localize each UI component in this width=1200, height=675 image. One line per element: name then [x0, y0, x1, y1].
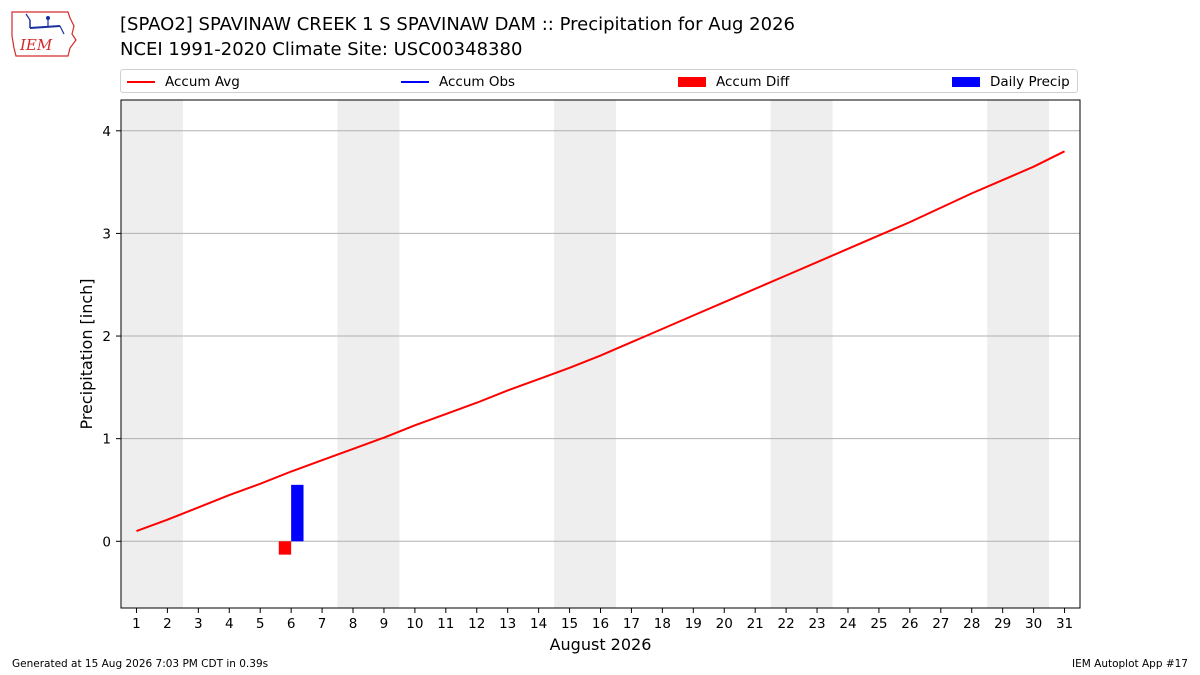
- x-tick-label: 31: [1056, 616, 1073, 632]
- y-tick-label: 4: [102, 124, 111, 140]
- x-tick-label: 16: [592, 616, 609, 632]
- x-tick-label: 14: [530, 616, 547, 632]
- iowa-map-weather-station-icon: IEM: [11, 11, 77, 57]
- bar-accum-diff: [278, 541, 292, 555]
- iem-logo: IEM: [8, 6, 82, 60]
- x-tick-label: 1: [132, 616, 141, 632]
- x-tick-label: 12: [468, 616, 485, 632]
- legend-label-accum-diff: Accum Diff: [716, 74, 790, 90]
- legend-label-accum-obs: Accum Obs: [439, 74, 516, 90]
- app-credit: IEM Autoplot App #17: [1072, 658, 1188, 670]
- x-tick-label: 6: [287, 616, 296, 632]
- x-tick-label: 27: [932, 616, 949, 632]
- series-line-accum-avg: [136, 150, 1065, 532]
- x-tick-label: 30: [1025, 616, 1042, 632]
- x-axis-label: August 2026: [550, 635, 652, 654]
- x-tick-label: 2: [163, 616, 172, 632]
- legend-item-accum-obs: Accum Obs: [401, 73, 515, 91]
- y-tick-label: 1: [102, 432, 111, 448]
- x-tick-label: 29: [994, 616, 1011, 632]
- x-tick-label: 3: [194, 616, 203, 632]
- logo-text: IEM: [19, 36, 53, 54]
- legend-swatch-accum-obs: [401, 81, 429, 83]
- bar-daily-precip: [291, 484, 304, 542]
- x-tick-label: 21: [747, 616, 764, 632]
- weekend-band: [337, 100, 400, 608]
- y-tick-label: 2: [102, 329, 111, 345]
- legend-swatch-accum-avg: [127, 81, 155, 83]
- x-tick-label: 8: [349, 616, 358, 632]
- y-tick-label: 3: [102, 226, 111, 242]
- weekend-band: [987, 100, 1050, 608]
- x-tick-label: 19: [685, 616, 702, 632]
- x-tick-label: 25: [870, 616, 887, 632]
- weekend-band: [554, 100, 616, 608]
- x-tick-label: 20: [716, 616, 733, 632]
- legend-item-accum-avg: Accum Avg: [127, 73, 240, 91]
- legend-swatch-accum-diff: [678, 77, 706, 87]
- generated-timestamp: Generated at 15 Aug 2026 7:03 PM CDT in …: [12, 658, 269, 670]
- x-tick-label: 13: [499, 616, 516, 632]
- y-axis-label: Precipitation [inch]: [77, 278, 96, 429]
- x-tick-label: 7: [318, 616, 327, 632]
- legend-swatch-daily-precip: [952, 77, 980, 87]
- weekend-band: [121, 100, 183, 608]
- x-tick-label: 11: [437, 616, 454, 632]
- x-tick-label: 24: [839, 616, 856, 632]
- x-tick-label: 22: [778, 616, 795, 632]
- x-tick-label: 10: [406, 616, 423, 632]
- title-line-2: NCEI 1991-2020 Climate Site: USC00348380: [120, 39, 523, 60]
- x-tick-label: 4: [225, 616, 234, 632]
- x-tick-label: 9: [380, 616, 389, 632]
- x-tick-label: 15: [561, 616, 578, 632]
- legend-item-accum-diff: Accum Diff: [678, 73, 789, 91]
- legend-label-daily-precip: Daily Precip: [990, 74, 1070, 90]
- x-tick-label: 26: [901, 616, 918, 632]
- weekend-band: [770, 100, 833, 608]
- x-tick-label: 28: [963, 616, 980, 632]
- legend-label-accum-avg: Accum Avg: [165, 74, 240, 90]
- x-tick-label: 18: [654, 616, 671, 632]
- x-tick-label: 23: [808, 616, 825, 632]
- x-tick-label: 17: [623, 616, 640, 632]
- x-tick-label: 5: [256, 616, 265, 632]
- legend-item-daily-precip: Daily Precip: [952, 73, 1070, 91]
- legend: Accum Avg Accum Obs Accum Diff Daily Pre…: [120, 69, 1078, 93]
- chart-title: [SPAO2] SPAVINAW CREEK 1 S SPAVINAW DAM …: [120, 12, 795, 62]
- y-tick-label: 0: [102, 534, 111, 550]
- title-line-1: [SPAO2] SPAVINAW CREEK 1 S SPAVINAW DAM …: [120, 14, 795, 35]
